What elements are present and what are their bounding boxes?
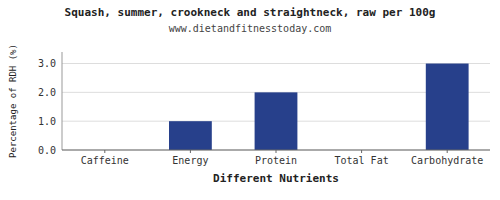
x-tick xyxy=(104,150,105,153)
y-tick-label: 2.0 xyxy=(38,87,56,98)
x-tick-label: Protein xyxy=(255,155,297,166)
x-tick-label: Caffeine xyxy=(81,155,129,166)
y-grid xyxy=(62,64,490,150)
subtitle: www.dietandfitnesstoday.com xyxy=(169,23,332,34)
x-tick xyxy=(361,150,362,153)
title: Squash, summer, crookneck and straightne… xyxy=(65,6,436,19)
y-tick-label: 1.0 xyxy=(38,116,56,127)
y-tick-label: 3.0 xyxy=(38,58,56,69)
y-tick-label: 0.0 xyxy=(38,145,56,156)
page: {"chart_data": {"type": "bar", "title": … xyxy=(0,0,500,200)
x-tick-label: Total Fat xyxy=(335,155,389,166)
chart-container: Squash, summer, crookneck and straightne… xyxy=(0,0,500,200)
y-axis-line xyxy=(62,52,63,150)
x-tick xyxy=(447,150,448,153)
x-tick xyxy=(190,150,191,153)
bar xyxy=(169,121,212,150)
chart: Squash, summer, crookneck and straightne… xyxy=(0,0,500,200)
x-axis-label: Different Nutrients xyxy=(213,172,339,185)
bar xyxy=(255,92,298,150)
x-tick xyxy=(276,150,277,153)
x-tick-label: Carbohydrate xyxy=(411,155,483,166)
bar xyxy=(426,64,469,150)
y-axis-label: Percentage of RDH (%) xyxy=(8,44,18,158)
bars xyxy=(169,64,469,150)
x-tick-label: Energy xyxy=(172,155,208,166)
